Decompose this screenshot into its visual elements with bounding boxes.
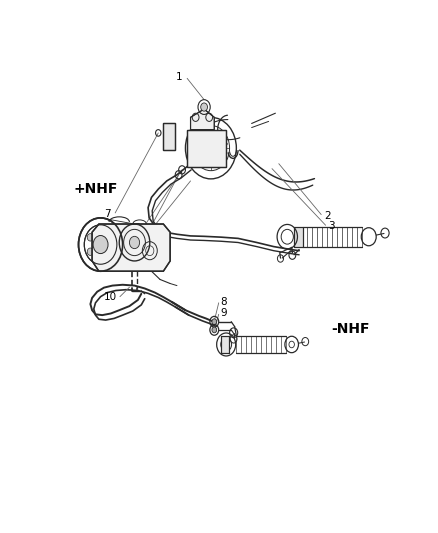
Bar [187, 130, 226, 166]
Circle shape [93, 236, 108, 254]
Circle shape [98, 255, 104, 263]
Text: 5: 5 [134, 233, 141, 243]
Circle shape [87, 248, 93, 255]
Text: 6: 6 [133, 223, 140, 233]
Bar [294, 227, 303, 247]
Circle shape [93, 236, 108, 254]
Bar [187, 130, 226, 166]
Text: 4: 4 [128, 241, 134, 251]
Polygon shape [92, 224, 170, 271]
Text: 3: 3 [328, 222, 335, 231]
Bar [294, 227, 303, 247]
Text: 2: 2 [324, 211, 331, 221]
Text: -NHF: -NHF [332, 322, 370, 336]
Circle shape [108, 248, 114, 255]
Text: 9: 9 [220, 309, 227, 319]
Circle shape [212, 319, 217, 325]
Bar [221, 336, 229, 353]
Circle shape [130, 236, 140, 249]
Circle shape [201, 103, 208, 111]
Circle shape [87, 233, 93, 241]
Circle shape [108, 233, 114, 241]
Text: +NHF: +NHF [74, 182, 118, 196]
Bar [163, 124, 175, 150]
Polygon shape [191, 109, 214, 130]
Text: 8: 8 [220, 297, 227, 307]
Circle shape [98, 227, 104, 234]
Text: 1: 1 [175, 72, 182, 82]
Bar [221, 336, 229, 353]
Bar [163, 124, 175, 150]
Text: 10: 10 [104, 293, 117, 303]
Circle shape [212, 327, 217, 333]
Circle shape [130, 236, 140, 249]
Text: 7: 7 [105, 209, 111, 219]
